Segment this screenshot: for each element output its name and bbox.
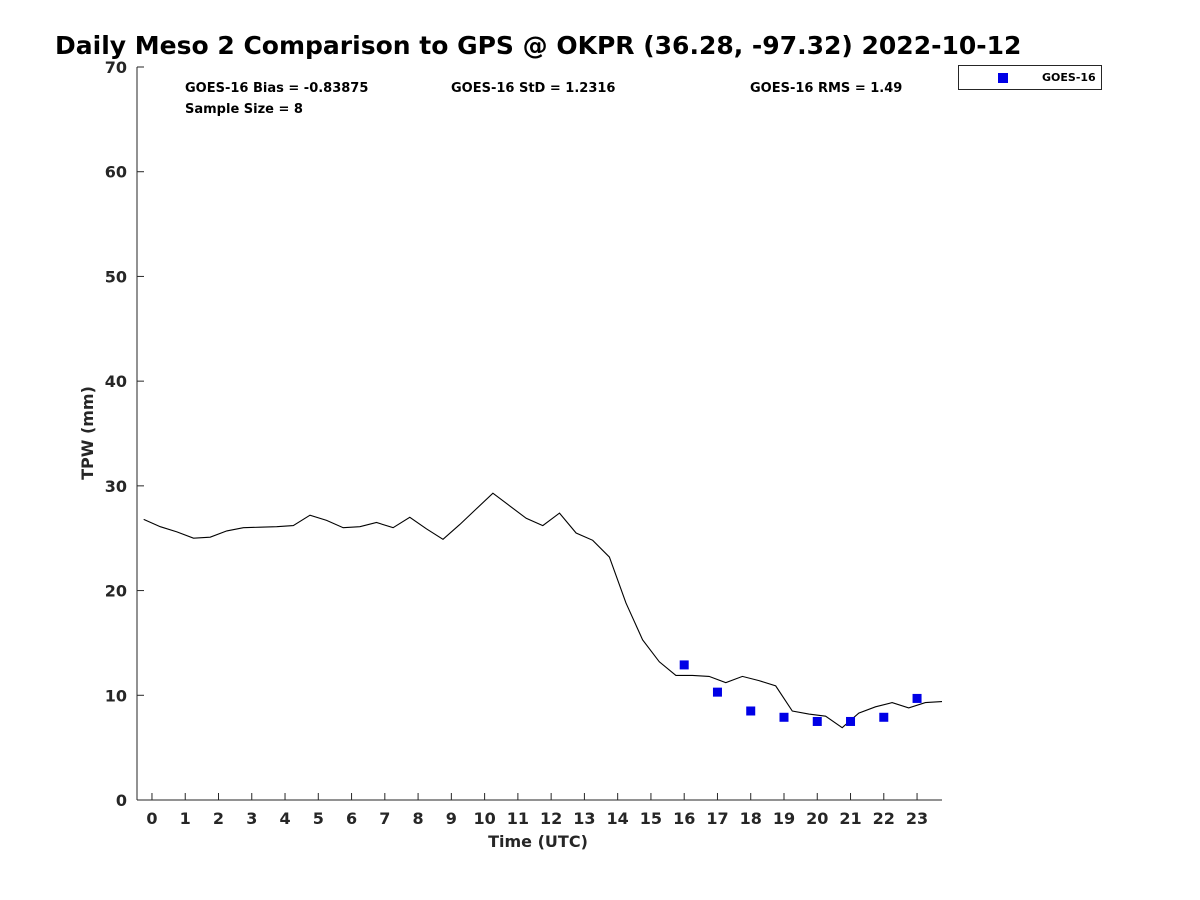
- legend-goes16-label: GOES-16: [1042, 71, 1096, 84]
- sample-size-stat: Sample Size = 8: [185, 102, 303, 117]
- y-tick-label: 0: [116, 791, 127, 810]
- y-axis-label: TPW (mm): [78, 386, 97, 480]
- x-tick-label: 18: [740, 809, 762, 828]
- x-tick-label: 10: [473, 809, 495, 828]
- x-tick-label: 7: [379, 809, 390, 828]
- x-tick-label: 2: [213, 809, 224, 828]
- legend-goes16-marker: [998, 73, 1008, 83]
- x-tick-label: 22: [873, 809, 895, 828]
- legend-box: [958, 65, 1102, 90]
- x-tick-label: 15: [640, 809, 662, 828]
- x-tick-label: 11: [507, 809, 529, 828]
- legend: GOES-16: [958, 65, 1102, 90]
- y-axis-ticks: 0 10 20 30 40 50 60 70: [105, 58, 144, 810]
- x-tick-label: 1: [180, 809, 191, 828]
- x-tick-label: 0: [146, 809, 157, 828]
- y-tick-label: 10: [105, 686, 127, 705]
- x-axis-label: Time (UTC): [488, 832, 588, 851]
- x-tick-label: 21: [839, 809, 861, 828]
- goes16-series-points: [679, 660, 922, 726]
- x-tick-label: 19: [773, 809, 795, 828]
- goes16-point: [746, 706, 756, 716]
- x-tick-label: 13: [573, 809, 595, 828]
- goes16-point: [846, 716, 856, 726]
- x-tick-label: 5: [313, 809, 324, 828]
- x-tick-label: 9: [446, 809, 457, 828]
- bias-stat: GOES-16 Bias = -0.83875: [185, 81, 368, 96]
- x-tick-label: 8: [413, 809, 424, 828]
- x-tick-label: 20: [806, 809, 828, 828]
- x-tick-label: 12: [540, 809, 562, 828]
- x-tick-label: 6: [346, 809, 357, 828]
- std-stat: GOES-16 StD = 1.2316: [451, 81, 615, 96]
- y-tick-label: 70: [105, 58, 127, 77]
- goes16-point: [779, 712, 789, 722]
- y-tick-label: 30: [105, 477, 127, 496]
- y-tick-label: 60: [105, 163, 127, 182]
- y-tick-label: 50: [105, 267, 127, 286]
- x-tick-label: 14: [607, 809, 629, 828]
- goes16-point: [912, 693, 922, 703]
- x-axis-ticks: 0 1 2 3 4 5 6 7 8 9 10 11 12 13 14 15 16 17 18 19 20 21 22 23: [146, 793, 928, 828]
- goes16-point: [879, 712, 889, 722]
- x-tick-label: 3: [246, 809, 257, 828]
- rms-stat: GOES-16 RMS = 1.49: [750, 81, 902, 96]
- x-tick-label: 16: [673, 809, 695, 828]
- y-tick-label: 40: [105, 372, 127, 391]
- gps-series-line: [143, 492, 943, 729]
- x-tick-label: 4: [279, 809, 290, 828]
- x-tick-label: 17: [706, 809, 728, 828]
- goes16-point: [712, 687, 722, 697]
- goes16-point: [679, 660, 689, 670]
- y-tick-label: 20: [105, 582, 127, 601]
- chart-title: Daily Meso 2 Comparison to GPS @ OKPR (3…: [55, 31, 1021, 60]
- goes16-point: [812, 716, 822, 726]
- x-tick-label: 23: [906, 809, 928, 828]
